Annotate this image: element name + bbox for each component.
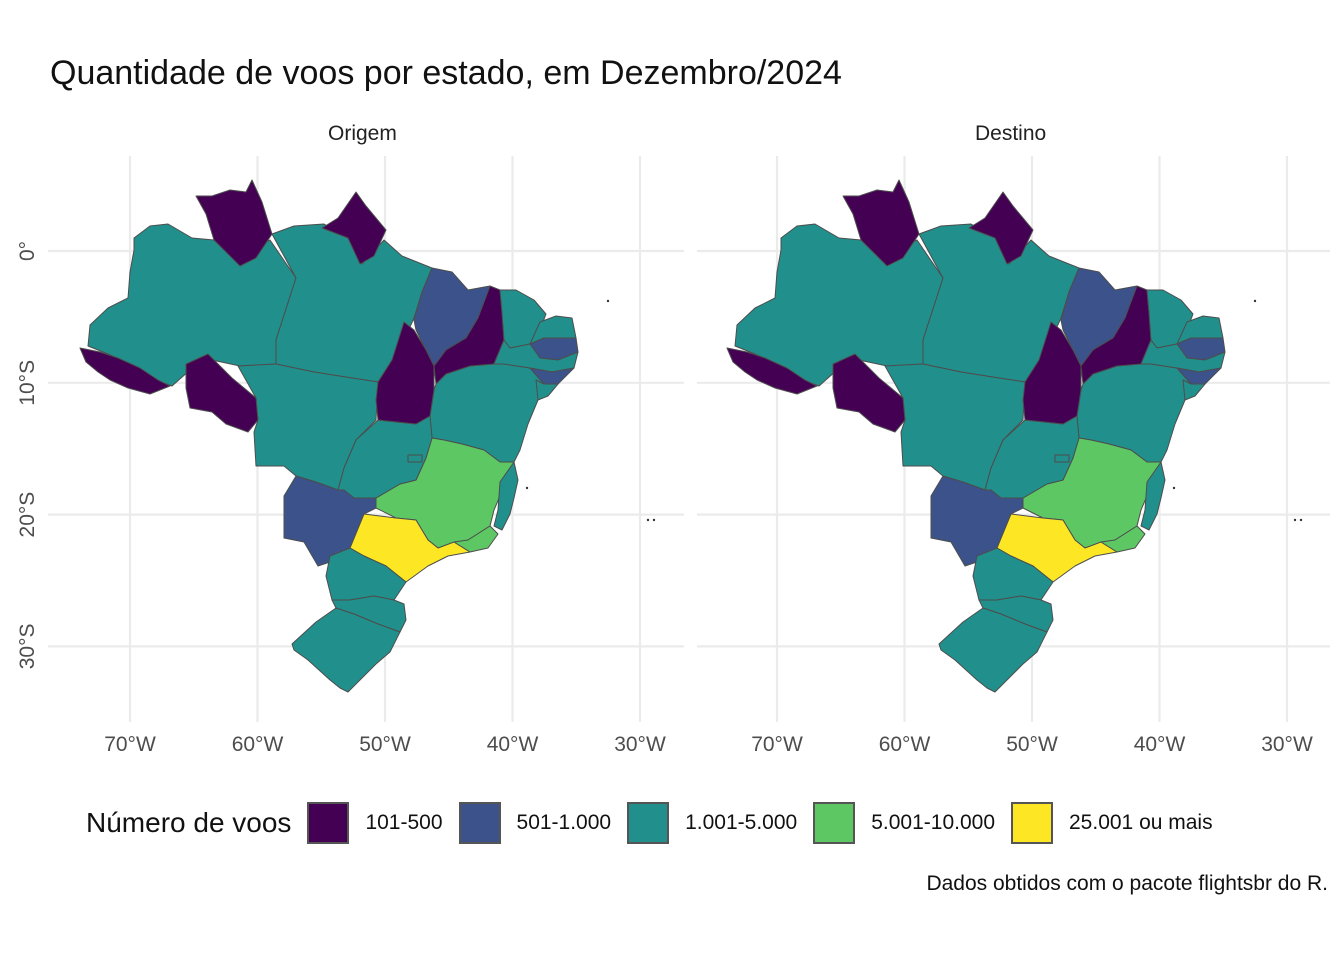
state-to — [375, 321, 435, 425]
caption: Dados obtidos com o pacote flightsbr do … — [926, 872, 1328, 895]
state-ro — [185, 353, 259, 433]
state-ap — [321, 191, 387, 265]
state-ms — [283, 475, 377, 567]
legend-label: 25.001 ou mais — [1069, 811, 1213, 834]
legend-swatch — [307, 802, 350, 844]
state-ac — [79, 347, 171, 395]
state-se — [535, 379, 559, 401]
state-to — [1022, 321, 1082, 425]
facet-label-destino: Destino — [975, 122, 1047, 145]
island-dot — [525, 486, 529, 490]
x-tick-label: 50°W — [1006, 733, 1058, 756]
legend-label: 5.001-10.000 — [871, 811, 995, 834]
legend-key: 501-1.000 — [458, 802, 614, 844]
x-tick-label: 30°W — [614, 733, 666, 756]
x-tick-label: 70°W — [104, 733, 156, 756]
state-ac — [726, 347, 818, 395]
state-rj — [453, 525, 499, 553]
legend: Número de voos 101-500 501-1.000 1.001-5.0… — [86, 798, 1229, 848]
state-go — [984, 415, 1080, 499]
legend-title: Número de voos — [86, 807, 292, 838]
island-dot — [606, 299, 610, 303]
map-panel-destino: 70°W 60°W 50°W 40°W 30°W — [697, 156, 1330, 756]
state-rs — [291, 607, 401, 693]
legend-label: 501-1.000 — [516, 811, 612, 834]
state-ms — [930, 475, 1024, 567]
state-ap — [968, 191, 1034, 265]
facet-label-origem: Origem — [328, 122, 397, 145]
state-es — [1140, 461, 1166, 531]
map-panel-origem: 70°W 60°W 50°W 40°W 30°W — [48, 156, 684, 756]
state-rj — [1100, 525, 1146, 553]
x-tick-label: 30°W — [1261, 733, 1313, 756]
legend-swatch — [813, 802, 856, 844]
state-pe — [493, 339, 579, 373]
state-pe — [1140, 339, 1226, 373]
state-al — [1176, 367, 1222, 385]
legend-key: 1.001-5.000 — [627, 802, 799, 844]
x-tick-label: 40°W — [487, 733, 539, 756]
state-df — [407, 454, 423, 463]
state-rs — [938, 607, 1048, 693]
y-tick-label: 30°S — [16, 624, 39, 670]
state-ro — [832, 353, 906, 433]
legend-key: 25.001 ou mais — [1011, 802, 1215, 844]
legend-key: 5.001-10.000 — [813, 802, 997, 844]
legend-swatch — [1011, 802, 1053, 844]
y-tick-label: 20°S — [16, 492, 39, 538]
state-al — [529, 367, 575, 385]
state-es — [493, 461, 519, 531]
island-dot — [1253, 299, 1257, 303]
y-tick-label: 10°S — [16, 360, 39, 406]
state-go — [337, 415, 433, 499]
x-tick-label: 60°W — [232, 733, 284, 756]
state-df — [1054, 454, 1070, 463]
x-tick-label: 40°W — [1134, 733, 1186, 756]
island-dot — [1172, 486, 1176, 490]
legend-key: 101-500 — [307, 802, 444, 844]
x-tick-label: 70°W — [751, 733, 803, 756]
state-se — [1182, 379, 1206, 401]
x-tick-label: 60°W — [879, 733, 931, 756]
y-tick-label: 0° — [16, 241, 39, 261]
island-dot — [1293, 518, 1297, 522]
legend-swatch — [458, 802, 501, 844]
x-tick-label: 50°W — [359, 733, 411, 756]
legend-label: 101-500 — [365, 811, 443, 834]
legend-swatch — [627, 802, 670, 844]
state-rr — [195, 179, 273, 267]
island-dot — [652, 518, 656, 522]
island-dot — [1299, 518, 1303, 522]
island-dot — [646, 518, 650, 522]
legend-label: 1.001-5.000 — [685, 811, 798, 834]
chart-title: Quantidade de voos por estado, em Dezemb… — [50, 54, 842, 92]
state-rr — [842, 179, 920, 267]
